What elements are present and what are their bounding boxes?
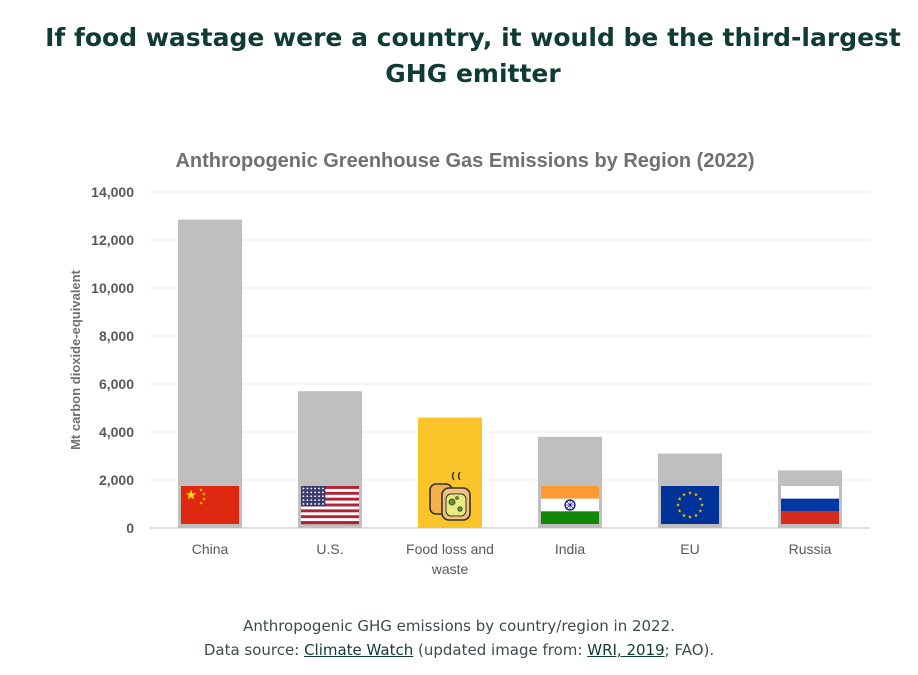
caption-line-2: Data source: Climate Watch (updated imag… [0, 638, 918, 662]
y-axis-label: Mt carbon dioxide-equivalent [68, 269, 83, 450]
caption: Anthropogenic GHG emissions by country/r… [0, 614, 918, 662]
bar [178, 219, 242, 528]
y-tick-label: 4,000 [99, 424, 134, 440]
eu-flag-icon [661, 486, 719, 524]
x-tick-label: China [192, 541, 229, 557]
caption-prefix: Data source: [203, 641, 305, 659]
india-flag-icon [541, 486, 599, 524]
y-tick-label: 14,000 [91, 184, 134, 200]
y-tick-label: 2,000 [99, 472, 134, 488]
gridlines [150, 191, 870, 481]
x-axis-labels: China U.S. Food loss and waste India EU Russia [192, 541, 832, 577]
china-flag-icon [181, 486, 239, 524]
y-tick-label: 10,000 [91, 280, 134, 296]
us-flag-icon [301, 486, 359, 525]
x-tick-label: U.S. [316, 541, 343, 557]
bar-chart: Anthropogenic Greenhouse Gas Emissions b… [68, 150, 870, 577]
y-tick-label: 0 [126, 520, 134, 536]
y-tick-label: 8,000 [99, 328, 134, 344]
caption-suffix: ; FAO). [664, 641, 715, 659]
x-tick-label: Food loss and [406, 541, 494, 557]
caption-middle: (updated image from: [413, 641, 588, 659]
climate-watch-link[interactable]: Climate Watch [304, 641, 414, 659]
y-axis-ticks: 0 2,000 4,000 6,000 8,000 10,000 12,000 14,000 [91, 184, 134, 536]
bars [178, 219, 842, 528]
russia-flag-icon [781, 486, 839, 524]
y-tick-label: 12,000 [91, 232, 134, 248]
chart-title: Anthropogenic Greenhouse Gas Emissions b… [175, 150, 754, 172]
x-tick-label: India [555, 541, 586, 557]
x-tick-label: EU [680, 541, 699, 557]
wri-2019-link[interactable]: WRI, 2019 [587, 641, 665, 659]
x-tick-label: waste [431, 561, 469, 577]
y-tick-label: 6,000 [99, 376, 134, 392]
headline: If food wastage were a country, it would… [45, 23, 901, 88]
x-tick-label: Russia [789, 541, 832, 557]
food-waste-icon [429, 471, 471, 521]
caption-line-1: Anthropogenic GHG emissions by country/r… [243, 617, 675, 635]
